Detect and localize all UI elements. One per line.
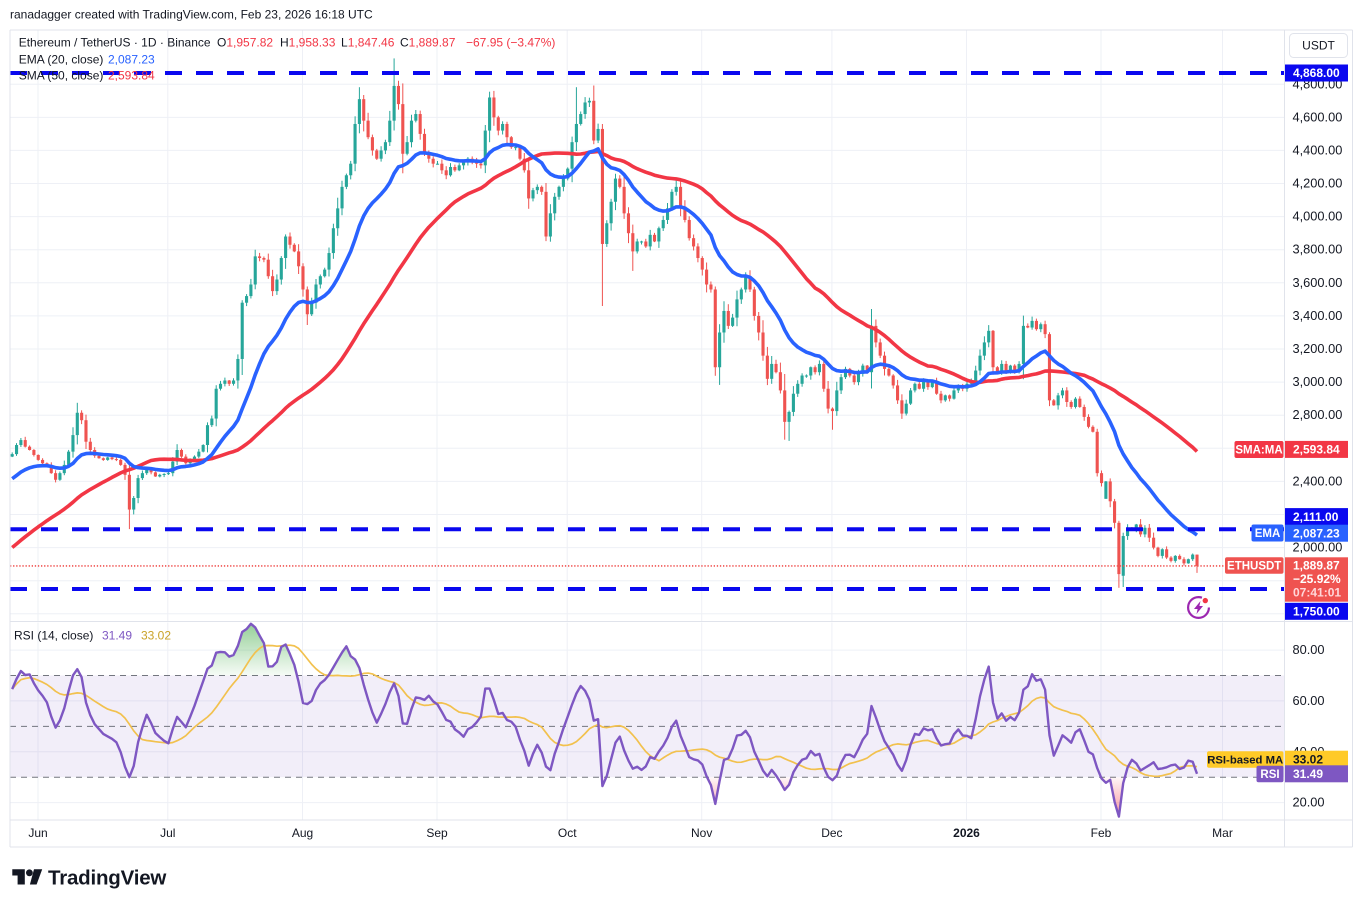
svg-text:Aug: Aug (292, 826, 313, 840)
svg-text:EMA: EMA (1255, 528, 1281, 540)
svg-text:EMA (20, close)2,087.23: EMA (20, close) 2,087.23 (19, 53, 155, 67)
svg-text:Ethereum / TetherUS · 1D · Bin: Ethereum / TetherUS · 1D · Binance O1,957… (19, 36, 556, 50)
svg-text:31.49: 31.49 (1293, 767, 1323, 781)
svg-text:33.02: 33.02 (1293, 752, 1323, 766)
svg-text:Mar: Mar (1212, 826, 1233, 840)
svg-text:3,800.00: 3,800.00 (1293, 242, 1343, 257)
svg-text:Jul: Jul (160, 826, 175, 840)
svg-text:60.00: 60.00 (1293, 693, 1325, 708)
svg-text:2,087.23: 2,087.23 (1293, 526, 1340, 540)
svg-text:SMA:MA: SMA:MA (1235, 445, 1282, 457)
svg-text:2,400.00: 2,400.00 (1293, 473, 1343, 488)
svg-text:2,000.00: 2,000.00 (1293, 540, 1343, 555)
svg-text:RSI: RSI (1260, 769, 1279, 781)
svg-text:4,200.00: 4,200.00 (1293, 176, 1343, 191)
svg-text:1,889.87: 1,889.87 (1293, 559, 1340, 573)
svg-text:3,000.00: 3,000.00 (1293, 374, 1343, 389)
svg-text:ranadagger created with Tradin: ranadagger created with TradingView.com,… (10, 8, 373, 22)
svg-text:−25.92%: −25.92% (1293, 572, 1341, 586)
svg-text:4,400.00: 4,400.00 (1293, 142, 1343, 157)
svg-text:2,593.84: 2,593.84 (1293, 443, 1340, 457)
svg-text:TradingView: TradingView (48, 867, 166, 890)
svg-text:3,600.00: 3,600.00 (1293, 275, 1343, 290)
svg-text:2,800.00: 2,800.00 (1293, 407, 1343, 422)
svg-text:Feb: Feb (1091, 826, 1112, 840)
svg-text:07:41:01: 07:41:01 (1293, 585, 1341, 599)
svg-text:SMA (50, close)2,593.84: SMA (50, close) 2,593.84 (19, 69, 155, 83)
svg-text:Jun: Jun (28, 826, 47, 840)
svg-text:RSI-based MA: RSI-based MA (1207, 755, 1283, 767)
svg-text:ETHUSDT: ETHUSDT (1227, 561, 1281, 573)
svg-text:4,868.00: 4,868.00 (1293, 66, 1340, 80)
svg-text:4,000.00: 4,000.00 (1293, 209, 1343, 224)
svg-text:2026: 2026 (953, 826, 980, 840)
svg-text:2,111.00: 2,111.00 (1293, 510, 1339, 524)
svg-text:USDT: USDT (1302, 39, 1335, 53)
svg-text:4,600.00: 4,600.00 (1293, 109, 1343, 124)
svg-text:Nov: Nov (691, 826, 712, 840)
svg-text:3,200.00: 3,200.00 (1293, 341, 1343, 356)
svg-text:1,750.00: 1,750.00 (1293, 605, 1340, 619)
svg-text:Dec: Dec (821, 826, 842, 840)
svg-text:Sep: Sep (426, 826, 448, 840)
svg-text:3,400.00: 3,400.00 (1293, 308, 1343, 323)
svg-text:Oct: Oct (558, 826, 577, 840)
svg-text:20.00: 20.00 (1293, 795, 1325, 810)
svg-text:80.00: 80.00 (1293, 642, 1325, 657)
